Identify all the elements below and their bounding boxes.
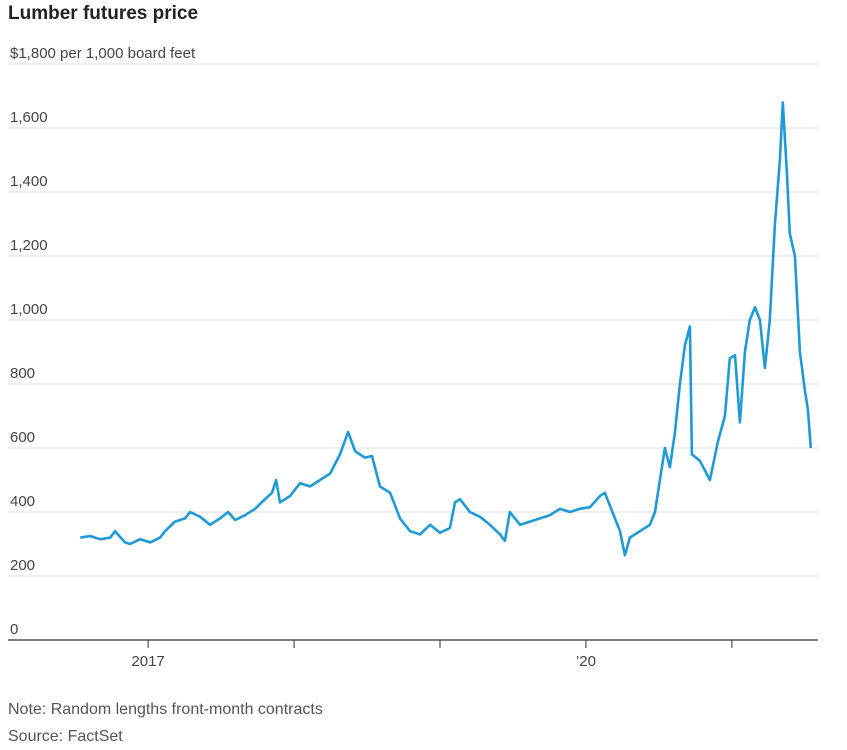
note: Note: Random lengths front-month contrac…	[8, 701, 323, 718]
y-tick-label: 1,000	[10, 301, 48, 318]
y-tick-label: 0	[10, 621, 18, 638]
y-tick-label: $1,800 per 1,000 board feet	[10, 45, 196, 62]
y-tick-label: 1,600	[10, 109, 48, 126]
x-tick-label: 2017	[131, 653, 164, 670]
y-tick-label: 1,400	[10, 173, 48, 190]
y-tick-label: 200	[10, 557, 35, 574]
x-tick-label: ’20	[576, 653, 596, 670]
y-tick-label: 800	[10, 365, 35, 382]
price-line	[79, 101, 813, 557]
chart-title: Lumber futures price	[8, 3, 198, 24]
y-tick-label: 1,200	[10, 237, 48, 254]
y-tick-label: 400	[10, 493, 35, 510]
source: Source: FactSet	[8, 728, 123, 745]
y-tick-label: 600	[10, 429, 35, 446]
